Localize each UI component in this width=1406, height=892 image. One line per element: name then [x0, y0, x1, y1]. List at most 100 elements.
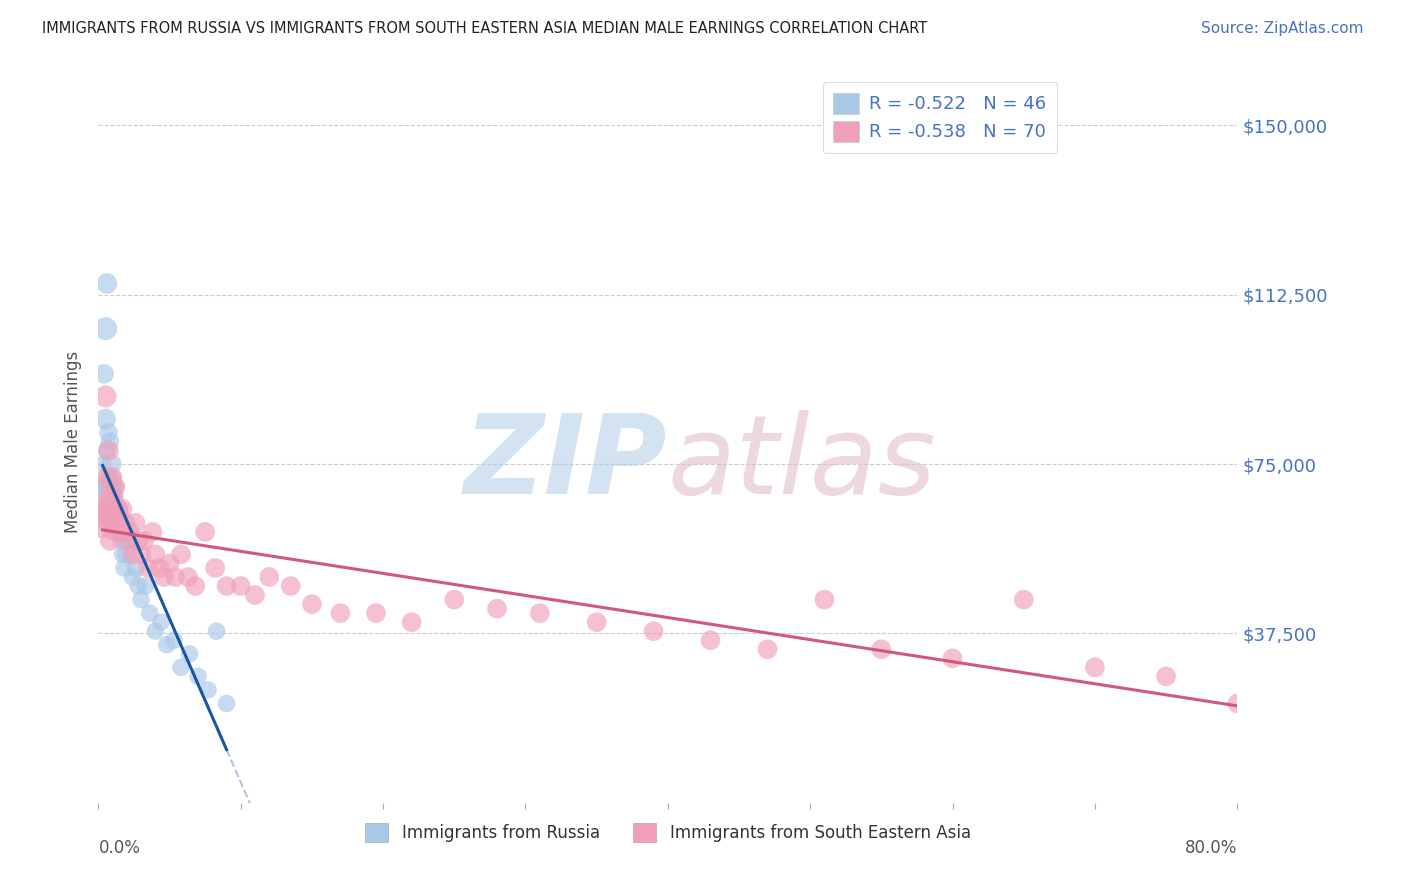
Point: [132, 533, 155, 548]
Point: [121, 548, 143, 562]
Point: [229, 579, 252, 593]
Point: [97, 502, 120, 516]
Point: [124, 561, 146, 575]
Point: [585, 615, 607, 630]
Point: [98, 533, 121, 548]
Point: [100, 470, 122, 484]
Point: [118, 533, 141, 548]
Point: [756, 642, 779, 657]
Point: [1154, 669, 1177, 683]
Point: [134, 579, 156, 593]
Point: [170, 548, 193, 562]
Point: [156, 638, 179, 652]
Point: [107, 502, 129, 516]
Point: [98, 434, 121, 449]
Point: [104, 480, 127, 494]
Point: [91, 457, 114, 471]
Point: [401, 615, 423, 630]
Text: 80.0%: 80.0%: [1185, 838, 1237, 857]
Point: [97, 425, 120, 440]
Point: [114, 516, 136, 530]
Point: [98, 480, 121, 494]
Point: [259, 570, 281, 584]
Point: [121, 570, 143, 584]
Point: [101, 489, 124, 503]
Point: [97, 470, 120, 484]
Point: [204, 561, 226, 575]
Point: [103, 489, 125, 503]
Point: [100, 489, 122, 503]
Point: [103, 507, 125, 521]
Point: [101, 524, 124, 539]
Point: [110, 502, 132, 516]
Point: [96, 443, 118, 458]
Point: [215, 579, 238, 593]
Point: [94, 412, 117, 426]
Point: [93, 367, 115, 381]
Point: [159, 557, 181, 571]
Point: [105, 502, 128, 516]
Point: [129, 592, 152, 607]
Point: [1226, 697, 1249, 711]
Point: [1012, 592, 1035, 607]
Point: [127, 533, 149, 548]
Point: [177, 570, 200, 584]
Point: [127, 579, 149, 593]
Point: [942, 651, 965, 665]
Point: [93, 502, 115, 516]
Point: [150, 615, 173, 630]
Point: [98, 516, 121, 530]
Point: [91, 516, 114, 530]
Point: [104, 480, 127, 494]
Point: [136, 561, 159, 575]
Point: [115, 548, 138, 562]
Point: [98, 489, 121, 503]
Point: [643, 624, 665, 639]
Point: [329, 606, 352, 620]
Point: [215, 697, 238, 711]
Point: [141, 524, 163, 539]
Point: [205, 624, 228, 639]
Text: atlas: atlas: [668, 409, 936, 516]
Point: [149, 561, 172, 575]
Point: [100, 516, 122, 530]
Point: [145, 624, 167, 639]
Point: [94, 502, 117, 516]
Point: [870, 642, 893, 657]
Point: [129, 548, 152, 562]
Point: [124, 516, 146, 530]
Point: [197, 682, 219, 697]
Point: [813, 592, 835, 607]
Point: [100, 457, 122, 471]
Point: [118, 524, 141, 539]
Point: [165, 570, 187, 584]
Point: [94, 321, 117, 335]
Point: [112, 561, 135, 575]
Point: [301, 597, 323, 611]
Point: [110, 533, 132, 548]
Text: Source: ZipAtlas.com: Source: ZipAtlas.com: [1201, 21, 1364, 36]
Point: [145, 548, 167, 562]
Point: [153, 570, 176, 584]
Point: [170, 660, 193, 674]
Text: IMMIGRANTS FROM RUSSIA VS IMMIGRANTS FROM SOUTH EASTERN ASIA MEDIAN MALE EARNING: IMMIGRANTS FROM RUSSIA VS IMMIGRANTS FRO…: [42, 21, 928, 36]
Point: [364, 606, 387, 620]
Point: [443, 592, 465, 607]
Point: [103, 516, 125, 530]
Point: [486, 601, 509, 615]
Point: [96, 516, 118, 530]
Point: [108, 511, 131, 525]
Point: [184, 579, 207, 593]
Point: [699, 633, 721, 648]
Point: [107, 524, 129, 539]
Point: [194, 524, 217, 539]
Point: [96, 470, 118, 484]
Point: [243, 588, 266, 602]
Point: [97, 502, 120, 516]
Point: [112, 524, 135, 539]
Point: [163, 633, 186, 648]
Point: [101, 470, 124, 484]
Y-axis label: Median Male Earnings: Median Male Earnings: [65, 351, 83, 533]
Point: [103, 502, 125, 516]
Text: ZIP: ZIP: [464, 409, 668, 516]
